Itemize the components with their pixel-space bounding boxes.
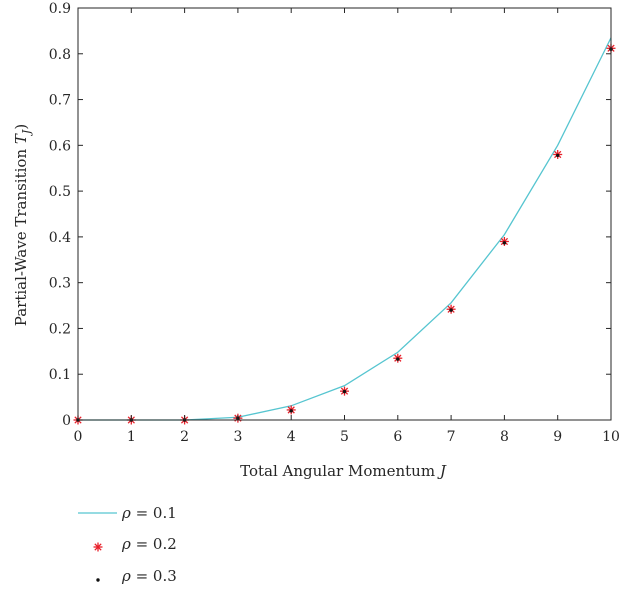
data-point-dot <box>556 153 560 158</box>
series-2 <box>73 43 616 425</box>
plot-frame <box>77 7 612 421</box>
x-tick-label: 0 <box>74 429 83 445</box>
legend-label-symbol: ρ <box>121 504 131 522</box>
legend-label: ρ = 0.3 <box>121 567 177 585</box>
y-tick-label: 0.5 <box>49 184 71 200</box>
data-point-dot <box>342 389 347 394</box>
x-tick-label: 10 <box>602 429 620 445</box>
x-tick-label: 4 <box>287 429 296 445</box>
x-tick-label: 7 <box>447 429 456 445</box>
legend-label-value: = 0.1 <box>131 504 177 522</box>
x-axis-label: Total Angular Momentum J <box>240 462 447 480</box>
y-axis-label-symbol: T <box>12 133 30 144</box>
y-tick-label: 0 <box>62 413 71 429</box>
axes: 0 1 2 3 4 5 6 7 8 9 10 0 0.1 0.2 0.3 0.4 0.5 0.6 0.7 0.8 0.9 <box>49 1 620 445</box>
x-tick-label: 8 <box>500 429 509 445</box>
x-tick-label: 6 <box>393 429 402 445</box>
x-tick-label: 5 <box>340 429 349 445</box>
y-axis-label-text: Partial-Wave Transition <box>12 144 30 326</box>
legend-item: ρ = 0.3 <box>96 567 177 585</box>
y-tick-label: 0.8 <box>49 47 71 63</box>
x-tick-label: 9 <box>553 429 562 445</box>
y-tick-label: 0.9 <box>49 1 71 17</box>
series-line <box>78 37 612 421</box>
legend-item: ρ = 0.1 <box>78 504 177 522</box>
legend-item: ρ = 0.2 <box>93 535 177 553</box>
data-point-dot <box>289 409 293 413</box>
data-point-dot <box>396 357 400 361</box>
x-tick-label: 3 <box>233 429 242 445</box>
legend-asterisk-swatch <box>93 542 103 552</box>
y-tick-label: 0.2 <box>49 321 71 337</box>
legend-dot-swatch <box>96 578 100 582</box>
y-axis-label-close: ) <box>12 124 30 130</box>
y-tick-label: 0.7 <box>49 93 71 109</box>
data-point-dot <box>449 308 453 312</box>
legend-label: ρ = 0.2 <box>121 535 177 553</box>
x-axis-label-text: Total Angular Momentum <box>240 462 440 480</box>
series-3 <box>76 47 613 422</box>
x-axis-label-symbol: J <box>437 462 447 480</box>
data-point-dot <box>502 241 507 245</box>
y-axis-label-subscript: J <box>20 129 33 136</box>
legend-label: ρ = 0.1 <box>121 504 177 522</box>
legend-label-value: = 0.2 <box>131 535 177 553</box>
legend-label-symbol: ρ <box>121 535 131 553</box>
y-tick-label: 0.3 <box>49 276 71 292</box>
y-tick-label: 0.1 <box>49 367 71 383</box>
plot-area <box>73 37 616 425</box>
x-tick-label: 2 <box>180 429 189 445</box>
y-axis-label: Partial-Wave Transition TJ) <box>12 124 33 326</box>
legend: ρ = 0.1ρ = 0.2ρ = 0.3 <box>78 504 177 585</box>
legend-label-symbol: ρ <box>121 567 131 585</box>
y-tick-label: 0.6 <box>49 138 71 154</box>
legend-label-value: = 0.3 <box>131 567 177 585</box>
x-tick-label: 1 <box>127 429 136 445</box>
y-tick-label: 0.4 <box>49 230 71 246</box>
series-1 <box>78 37 612 421</box>
